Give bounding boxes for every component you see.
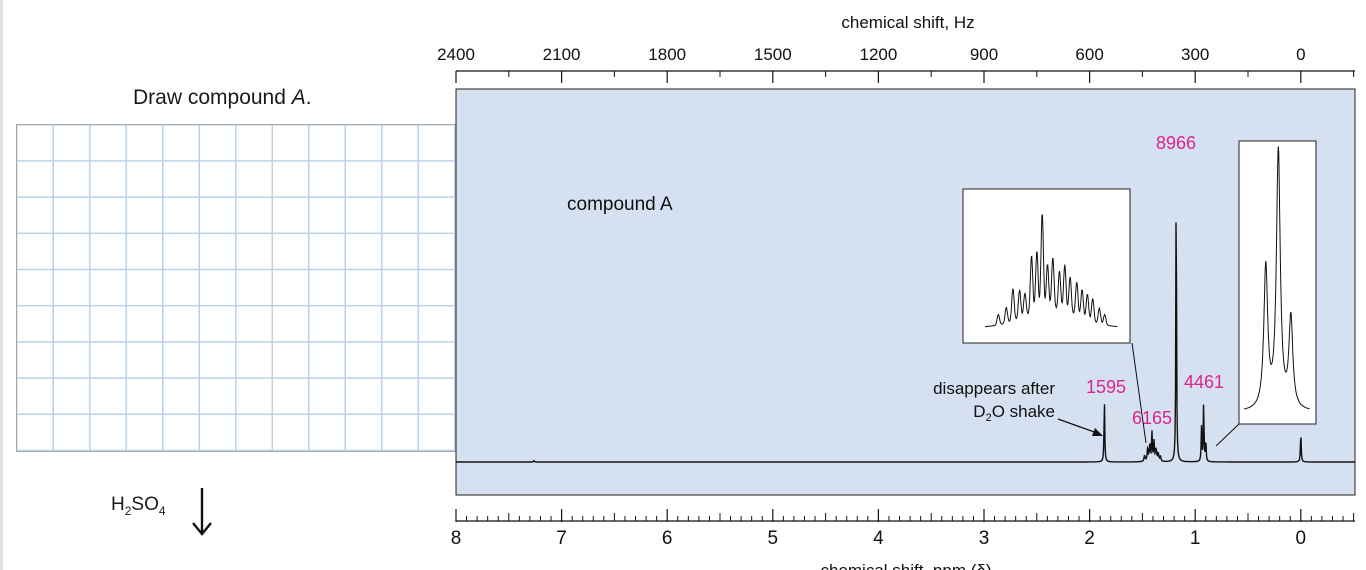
hz-tick-label: 300	[1181, 45, 1209, 64]
integral-label: 6165	[1132, 408, 1172, 428]
spectrum-trace	[456, 222, 1355, 463]
inset-multiplet	[962, 188, 1131, 344]
ppm-tick-label: 2	[1084, 528, 1095, 549]
reagent-label: H2SO4	[111, 494, 166, 518]
ppm-tick-label: 3	[979, 528, 990, 549]
hz-tick-label: 1500	[754, 45, 792, 64]
hz-tick-label: 0	[1296, 45, 1305, 64]
integral-label: 4461	[1184, 372, 1224, 392]
hz-tick-label: 600	[1075, 45, 1103, 64]
ppm-tick-label: 7	[556, 528, 567, 549]
ppm-tick-label: 1	[1190, 528, 1201, 549]
inset-multiplet-pointer	[1131, 342, 1147, 444]
left-border	[0, 0, 3, 570]
inset-triplet-trace	[1244, 146, 1310, 410]
plot-area	[455, 88, 1356, 496]
hz-axis-title: chemical shift, Hz	[841, 13, 974, 32]
ppm-tick-label: 5	[768, 528, 779, 549]
annotation-line1: disappears after	[933, 379, 1055, 398]
annotation-arrowhead-icon	[1092, 428, 1103, 436]
compound-label: compound A	[567, 194, 673, 215]
hz-tick-label: 900	[970, 45, 998, 64]
ppm-tick-label: 6	[662, 528, 673, 549]
annotation-line2: D2O shake	[973, 402, 1055, 424]
integral-label: 8966	[1156, 133, 1196, 153]
hz-tick-label: 2400	[437, 45, 475, 64]
integral-label: 1595	[1086, 377, 1126, 397]
annotation-arrow	[1057, 418, 1098, 434]
hz-tick-label: 1800	[648, 45, 686, 64]
inset-multiplet-trace	[985, 214, 1118, 328]
draw-prompt: Draw compound A.	[133, 86, 312, 109]
hz-tick-label: 1200	[859, 45, 897, 64]
ppm-tick-label: 4	[873, 528, 884, 549]
reaction-arrow-icon	[192, 488, 212, 536]
hz-tick-label: 2100	[543, 45, 581, 64]
ppm-axis-title: chemical shift, ppm (δ)	[820, 561, 991, 570]
ppm-tick-label: 8	[451, 528, 462, 549]
drawing-grid-canvas[interactable]	[16, 124, 492, 452]
ppm-tick-label: 0	[1296, 528, 1307, 549]
inset-triplet-pointer	[1215, 423, 1240, 447]
